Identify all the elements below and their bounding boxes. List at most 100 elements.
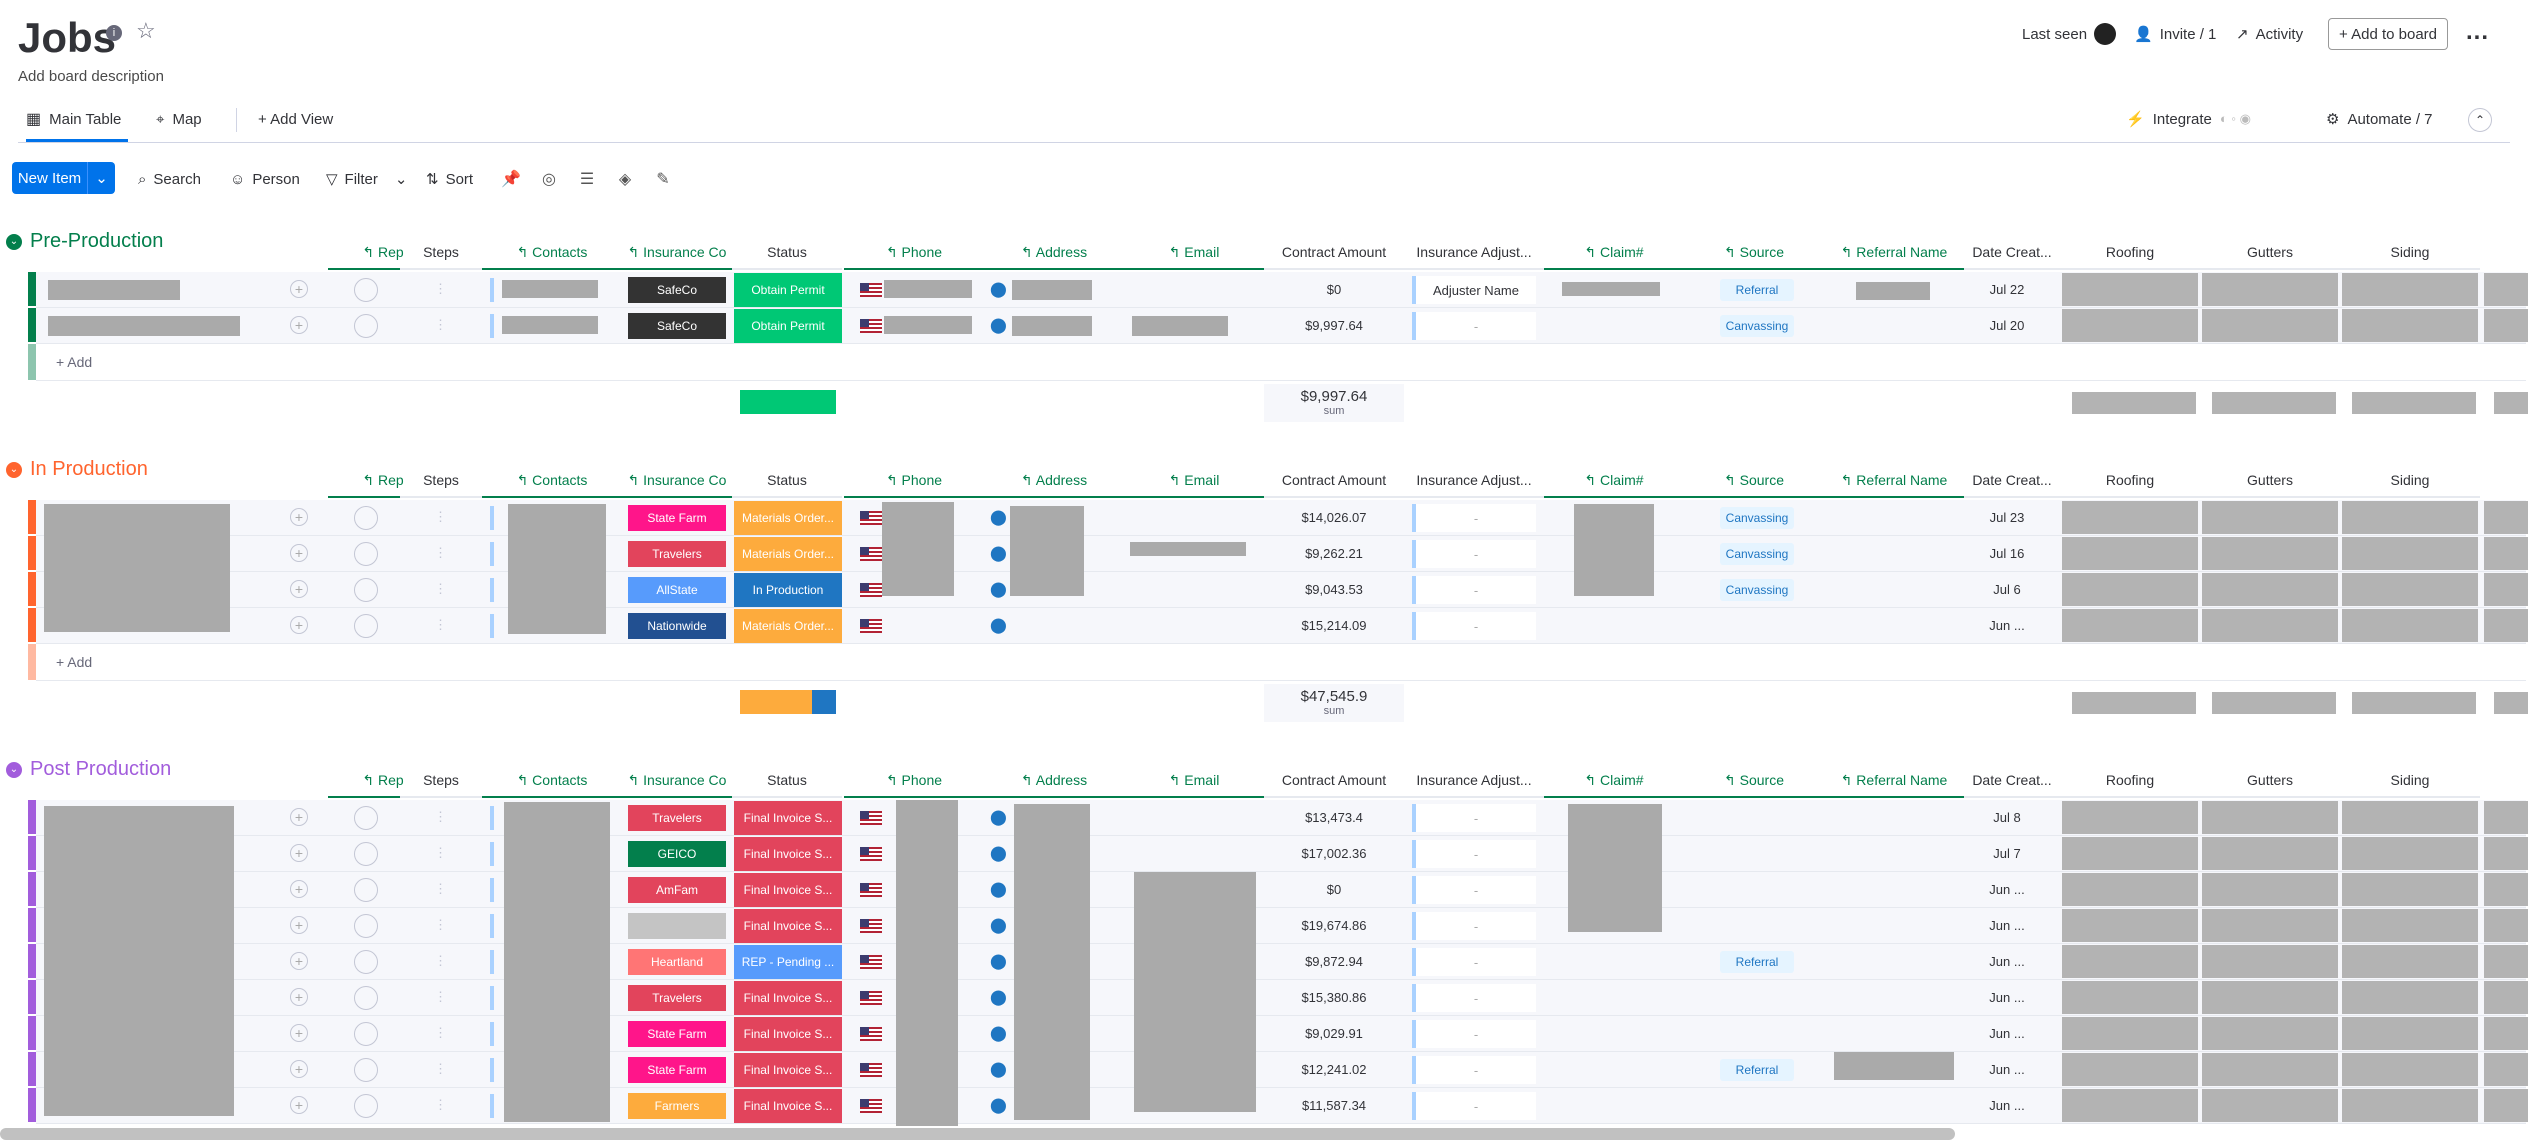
- add-subitem-icon[interactable]: +: [290, 844, 308, 862]
- rep-avatar-icon[interactable]: [354, 842, 378, 866]
- filter-button[interactable]: ▽ Filter ⌄: [326, 168, 407, 190]
- gutters-cell[interactable]: [2202, 873, 2338, 906]
- extra-cell[interactable]: [2484, 609, 2528, 642]
- column-header-gutters[interactable]: Gutters: [2200, 762, 2340, 798]
- roofing-cell[interactable]: [2062, 945, 2198, 978]
- column-header-address[interactable]: ↰ Address: [984, 462, 1124, 498]
- roofing-cell[interactable]: [2062, 1017, 2198, 1050]
- edit-icon[interactable]: ✎: [656, 171, 670, 188]
- column-header-status[interactable]: Status: [732, 462, 842, 498]
- add-subitem-icon[interactable]: +: [290, 508, 308, 526]
- extra-cell[interactable]: [2484, 837, 2528, 870]
- roofing-cell[interactable]: [2062, 273, 2198, 306]
- extra-cell[interactable]: [2484, 1053, 2528, 1086]
- rep-avatar-icon[interactable]: [354, 578, 378, 602]
- group-title[interactable]: ⌄ Pre-Production: [6, 230, 163, 253]
- gutters-cell[interactable]: [2202, 837, 2338, 870]
- insurance-co-label[interactable]: GEICO: [628, 841, 726, 867]
- column-header-referral-name[interactable]: ↰ Referral Name: [1824, 762, 1964, 798]
- column-header-contract-amount[interactable]: Contract Amount: [1264, 234, 1404, 270]
- chevron-down-icon[interactable]: ⌄: [87, 162, 115, 194]
- rep-avatar-icon[interactable]: [354, 314, 378, 338]
- board-description[interactable]: Add board description: [18, 68, 164, 85]
- column-header-contract-amount[interactable]: Contract Amount: [1264, 762, 1404, 798]
- insurance-adjuster-field[interactable]: -: [1412, 804, 1536, 832]
- siding-cell[interactable]: [2342, 945, 2478, 978]
- automate-button[interactable]: ⚙ Automate / 7: [2326, 108, 2433, 130]
- location-pin-icon[interactable]: ⬤: [990, 545, 1007, 562]
- insurance-adjuster-field[interactable]: -: [1412, 1020, 1536, 1048]
- steps-icon[interactable]: ⋮: [434, 809, 447, 824]
- column-header-insurance-co[interactable]: ↰ Insurance Co: [622, 762, 732, 798]
- status-label[interactable]: Materials Order...: [734, 609, 842, 643]
- column-header-status[interactable]: Status: [732, 234, 842, 270]
- integrate-button[interactable]: ⚡ Integrate ◐ ◦ ◉: [2126, 108, 2251, 130]
- extra-cell[interactable]: [2484, 873, 2528, 906]
- siding-cell[interactable]: [2342, 1017, 2478, 1050]
- steps-icon[interactable]: ⋮: [434, 509, 447, 524]
- steps-icon[interactable]: ⋮: [434, 917, 447, 932]
- location-pin-icon[interactable]: ⬤: [990, 581, 1007, 598]
- location-pin-icon[interactable]: ⬤: [990, 881, 1007, 898]
- column-header-date-created[interactable]: Date Creat...: [1964, 762, 2060, 798]
- insurance-co-label[interactable]: Heartland: [628, 949, 726, 975]
- siding-cell[interactable]: [2342, 309, 2478, 342]
- steps-icon[interactable]: ⋮: [434, 881, 447, 896]
- roofing-cell[interactable]: [2062, 873, 2198, 906]
- column-header-address[interactable]: ↰ Address: [984, 762, 1124, 798]
- column-header-insurance-co[interactable]: ↰ Insurance Co: [622, 234, 732, 270]
- color-icon[interactable]: ◈: [618, 171, 632, 188]
- hide-icon[interactable]: ◎: [542, 171, 556, 188]
- source-badge[interactable]: Canvassing: [1720, 507, 1794, 529]
- extra-cell[interactable]: [2484, 273, 2528, 306]
- column-header-siding[interactable]: Siding: [2340, 462, 2480, 498]
- status-label[interactable]: Materials Order...: [734, 537, 842, 571]
- chevron-down-icon[interactable]: ⌄: [394, 171, 408, 188]
- location-pin-icon[interactable]: ⬤: [990, 281, 1007, 298]
- column-header-date-created[interactable]: Date Creat...: [1964, 234, 2060, 270]
- column-header-rep[interactable]: ↰ Rep: [328, 462, 438, 498]
- extra-cell[interactable]: [2484, 801, 2528, 834]
- column-header-insurance-adjuster[interactable]: Insurance Adjust...: [1404, 234, 1544, 270]
- insurance-adjuster-field[interactable]: Adjuster Name: [1412, 276, 1536, 304]
- location-pin-icon[interactable]: ⬤: [990, 1097, 1007, 1114]
- location-pin-icon[interactable]: ⬤: [990, 989, 1007, 1006]
- tab-main-table[interactable]: ▦ Main Table: [26, 108, 121, 130]
- add-subitem-icon[interactable]: +: [290, 280, 308, 298]
- column-header-source[interactable]: ↰ Source: [1684, 762, 1824, 798]
- column-header-source[interactable]: ↰ Source: [1684, 234, 1824, 270]
- sort-button[interactable]: ⇅ Sort: [426, 168, 473, 190]
- activity-button[interactable]: ↗ Activity: [2236, 22, 2303, 46]
- column-header-insurance-co[interactable]: ↰ Insurance Co: [622, 462, 732, 498]
- column-header-address[interactable]: ↰ Address: [984, 234, 1124, 270]
- insurance-co-label[interactable]: State Farm: [628, 1021, 726, 1047]
- steps-icon[interactable]: ⋮: [434, 281, 447, 296]
- source-badge[interactable]: Canvassing: [1720, 315, 1794, 337]
- insurance-co-label[interactable]: State Farm: [628, 1057, 726, 1083]
- siding-cell[interactable]: [2342, 801, 2478, 834]
- insurance-adjuster-field[interactable]: -: [1412, 1092, 1536, 1120]
- steps-icon[interactable]: ⋮: [434, 617, 447, 632]
- column-header-email[interactable]: ↰ Email: [1124, 234, 1264, 270]
- location-pin-icon[interactable]: ⬤: [990, 953, 1007, 970]
- steps-icon[interactable]: ⋮: [434, 1061, 447, 1076]
- rep-avatar-icon[interactable]: [354, 950, 378, 974]
- status-label[interactable]: Obtain Permit: [734, 273, 842, 307]
- gutters-cell[interactable]: [2202, 1089, 2338, 1122]
- column-header-steps[interactable]: Steps: [400, 462, 482, 498]
- add-item-row[interactable]: + Add: [56, 354, 93, 370]
- source-badge[interactable]: Referral: [1720, 951, 1794, 973]
- source-badge[interactable]: Referral: [1720, 1059, 1794, 1081]
- collapse-group-icon[interactable]: ⌄: [6, 233, 22, 250]
- column-header-phone[interactable]: ↰ Phone: [844, 762, 984, 798]
- collapse-group-icon[interactable]: ⌄: [6, 761, 22, 778]
- location-pin-icon[interactable]: ⬤: [990, 1025, 1007, 1042]
- column-header-contacts[interactable]: ↰ Contacts: [482, 234, 622, 270]
- roofing-cell[interactable]: [2062, 573, 2198, 606]
- roofing-cell[interactable]: [2062, 981, 2198, 1014]
- roofing-cell[interactable]: [2062, 801, 2198, 834]
- insurance-adjuster-field[interactable]: -: [1412, 984, 1536, 1012]
- board-title[interactable]: Jobs: [18, 14, 117, 61]
- rep-avatar-icon[interactable]: [354, 878, 378, 902]
- status-label[interactable]: Final Invoice S...: [734, 837, 842, 871]
